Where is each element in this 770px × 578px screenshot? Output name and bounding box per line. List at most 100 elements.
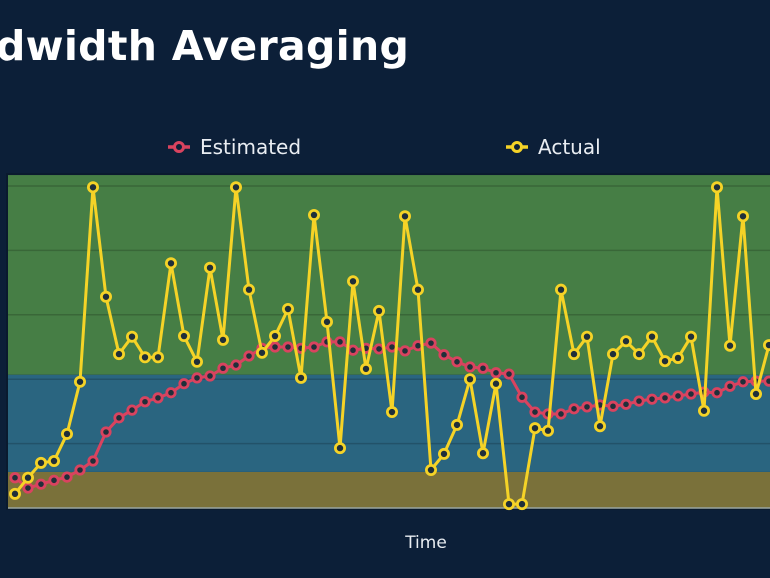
legend-label-estimated: Estimated	[200, 135, 301, 159]
data-point-actual	[698, 404, 711, 417]
data-point-estimated	[334, 336, 346, 348]
data-point-estimated	[243, 350, 255, 362]
data-point-actual	[333, 442, 346, 455]
data-point-actual	[307, 208, 320, 221]
data-point-estimated	[282, 341, 294, 353]
data-point-estimated	[399, 345, 411, 357]
data-point-actual	[724, 339, 737, 352]
data-point-actual	[633, 348, 646, 361]
x-axis-label: Time	[404, 533, 447, 553]
data-point-estimated	[87, 455, 99, 467]
data-point-actual	[190, 355, 203, 368]
data-point-estimated	[308, 341, 320, 353]
data-point-estimated	[438, 349, 450, 361]
data-point-actual	[151, 351, 164, 364]
data-point-actual	[711, 181, 724, 194]
data-point-actual	[529, 422, 542, 435]
data-point-estimated	[477, 362, 489, 374]
data-point-estimated	[737, 376, 749, 388]
data-point-actual	[450, 418, 463, 431]
data-point-estimated	[178, 378, 190, 390]
data-point-estimated	[126, 404, 138, 416]
data-point-estimated	[607, 400, 619, 412]
data-point-actual	[646, 330, 659, 343]
legend-marker-actual	[511, 141, 523, 153]
legend-item-estimated[interactable]: Estimated	[168, 135, 301, 159]
legend-item-actual[interactable]: Actual	[506, 135, 601, 159]
data-point-estimated	[646, 393, 658, 405]
data-point-actual	[385, 406, 398, 419]
gridlines	[8, 185, 770, 509]
data-point-actual	[372, 304, 385, 317]
data-point-estimated	[711, 387, 723, 399]
legend: Estimated Actual	[168, 135, 601, 159]
data-point-estimated	[464, 361, 476, 373]
data-point-actual	[281, 303, 294, 316]
data-point-estimated	[672, 390, 684, 402]
data-point-actual	[242, 283, 255, 296]
data-point-actual	[35, 456, 48, 469]
data-point-estimated	[659, 392, 671, 404]
data-point-actual	[229, 181, 242, 194]
data-point-actual	[138, 351, 151, 364]
data-point-estimated	[9, 472, 21, 484]
chart-title: dwidth Averaging	[0, 22, 410, 70]
data-point-estimated	[100, 426, 112, 438]
data-point-actual	[61, 427, 74, 440]
data-point-actual	[411, 283, 424, 296]
data-point-estimated	[191, 372, 203, 384]
series-layer	[8, 181, 770, 511]
data-point-actual	[594, 420, 607, 433]
series-actual	[8, 181, 770, 511]
data-point-actual	[555, 283, 568, 296]
data-point-estimated	[724, 380, 736, 392]
data-point-estimated	[425, 337, 437, 349]
data-point-actual	[203, 261, 216, 274]
data-point-actual	[126, 330, 139, 343]
data-point-actual	[294, 371, 307, 384]
data-point-estimated	[685, 388, 697, 400]
data-point-actual	[737, 210, 750, 223]
data-point-estimated	[165, 387, 177, 399]
data-point-estimated	[347, 344, 359, 356]
data-point-actual	[424, 464, 437, 477]
data-point-actual	[516, 498, 529, 511]
data-point-actual	[346, 275, 359, 288]
data-point-actual	[177, 330, 190, 343]
data-point-estimated	[48, 474, 60, 486]
data-point-estimated	[35, 478, 47, 490]
data-point-actual	[21, 471, 34, 484]
data-point-actual	[763, 339, 770, 352]
legend-label-actual: Actual	[538, 135, 601, 159]
data-point-actual	[268, 330, 281, 343]
data-point-estimated	[152, 392, 164, 404]
data-point-actual	[672, 351, 685, 364]
data-point-actual	[620, 335, 633, 348]
data-point-actual	[659, 355, 672, 368]
data-point-estimated	[633, 395, 645, 407]
data-point-estimated	[217, 362, 229, 374]
data-point-actual	[74, 375, 87, 388]
data-point-estimated	[373, 343, 385, 355]
data-point-estimated	[204, 370, 216, 382]
data-point-estimated	[490, 367, 502, 379]
data-point-estimated	[269, 341, 281, 353]
data-point-actual	[463, 373, 476, 386]
data-point-actual	[398, 210, 411, 223]
data-point-actual	[607, 348, 620, 361]
data-point-estimated	[139, 396, 151, 408]
data-point-actual	[100, 290, 113, 303]
data-point-estimated	[451, 356, 463, 368]
data-point-actual	[113, 348, 126, 361]
data-point-estimated	[763, 375, 770, 387]
data-point-actual	[255, 346, 268, 359]
data-point-estimated	[503, 368, 515, 380]
data-point-actual	[685, 330, 698, 343]
data-point-actual	[489, 377, 502, 390]
legend-marker-estimated	[173, 141, 185, 153]
data-point-estimated	[529, 406, 541, 418]
data-point-actual	[320, 315, 333, 328]
data-point-estimated	[516, 391, 528, 403]
data-point-actual	[542, 424, 555, 437]
